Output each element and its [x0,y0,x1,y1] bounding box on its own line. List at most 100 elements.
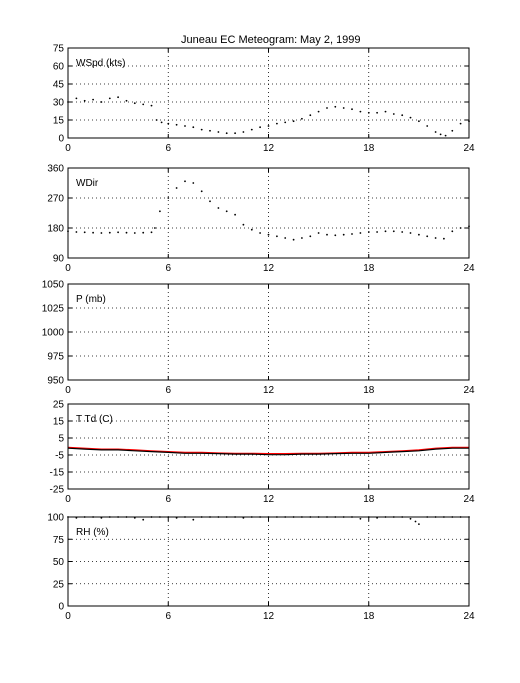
figure-title-station: Juneau EC Meteogram: [181,34,297,46]
data-point [217,131,220,133]
y-tick-label: -25 [50,485,65,496]
panel-label: P (mb) [76,294,106,305]
data-point [200,128,203,131]
data-point [444,134,447,137]
y-tick-label: 75 [53,44,65,55]
y-tick-label: 15 [53,417,65,428]
y-tick-label: 30 [53,98,65,109]
data-point [83,231,86,234]
data-point [434,237,437,239]
data-point [401,114,404,117]
y-tick-label: 180 [47,224,64,235]
data-point [426,235,429,238]
data-point [200,190,203,193]
data-point [159,210,161,213]
x-tick-label: 24 [463,494,475,505]
data-point [414,520,417,523]
y-tick-label: 90 [53,254,65,265]
y-tick-label: 75 [53,535,65,546]
x-tick-label: 6 [165,385,171,396]
data-point [301,237,303,239]
data-point [439,133,442,136]
x-tick-label: 18 [363,611,375,622]
x-tick-label: 18 [363,385,375,396]
data-point [342,107,345,109]
data-point [133,102,136,105]
data-point [351,233,353,235]
data-point [175,123,178,126]
data-point [75,97,78,100]
data-point [451,129,454,132]
x-tick-label: 6 [165,143,171,154]
data-point [409,232,412,234]
y-tick-label: 1050 [42,280,65,291]
data-point [309,235,312,238]
data-point [217,207,220,209]
data-point [267,125,270,127]
data-point [334,105,337,108]
y-tick-label: 100 [47,513,64,524]
y-tick-label: 15 [53,116,65,127]
data-point [326,107,328,109]
x-tick-label: 24 [463,611,475,622]
data-point [317,110,320,113]
x-tick-label: 12 [263,385,275,396]
x-tick-label: 0 [65,385,71,396]
data-point [259,232,261,234]
data-point [250,128,253,131]
panel-3: 950 975 1000 1025 1050 0 6 12 18 24 P (mb) [42,280,475,397]
x-tick-label: 0 [65,143,71,154]
panel-2: 90 180 270 360 0 6 12 18 24 WDir [47,164,475,275]
data-point [92,231,94,234]
x-tick-label: 6 [165,494,171,505]
data-point [359,517,362,520]
y-tick-label: 950 [47,376,64,387]
data-point [259,126,261,129]
data-point [167,197,170,199]
y-tick-label: 0 [58,134,64,145]
data-point [154,227,156,229]
data-point [250,228,253,231]
data-point [167,122,170,125]
panel-label: WDir [76,178,99,189]
data-point [367,231,370,233]
data-point [359,232,362,234]
y-tick-label: 1000 [42,328,65,339]
data-point [326,233,328,236]
data-point [108,231,111,234]
series-line-2 [67,447,469,456]
y-tick-label: 50 [53,557,65,568]
data-point [242,223,245,226]
data-point [184,125,186,127]
data-point [317,232,320,234]
data-point [459,122,462,125]
data-point [276,122,278,125]
data-point [192,518,195,521]
data-point [160,121,163,124]
panel-label: T Td (C) [76,414,113,425]
data-point [242,131,245,133]
data-point [100,101,103,103]
data-point [192,182,195,184]
data-point [150,231,153,234]
data-point [376,111,378,114]
data-point [418,523,420,525]
x-tick-label: 18 [363,494,375,505]
data-point [117,96,119,99]
y-tick-label: 45 [53,80,65,91]
x-tick-label: 12 [263,611,275,622]
data-point [225,132,228,135]
data-point [155,119,158,121]
panel-1: 0 15 30 45 60 75 0 6 12 18 24 WSpd (kts) [53,44,475,155]
data-point [309,114,312,117]
data-point [75,231,78,233]
data-point [351,108,353,111]
panel-label: WSpd (kts) [76,58,125,69]
x-tick-label: 12 [263,494,275,505]
x-tick-label: 24 [463,263,475,274]
x-tick-label: 6 [165,611,171,622]
x-tick-label: 24 [463,143,475,154]
data-point [133,232,136,234]
